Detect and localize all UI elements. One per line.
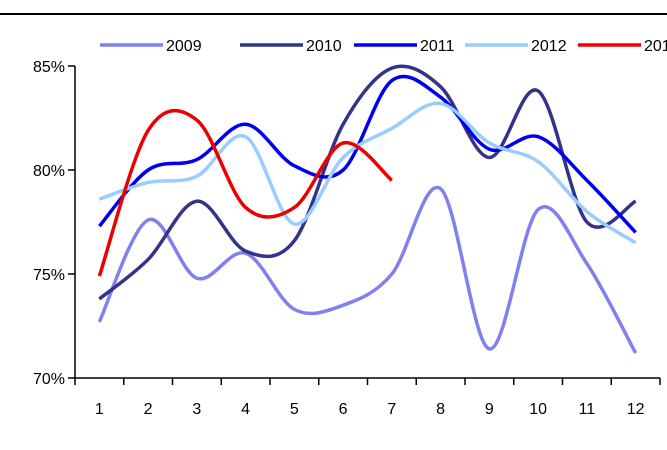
series-layer [97,64,638,354]
x-tick-label: 9 [485,401,494,418]
x-tick-label: 3 [192,401,201,418]
y-tick-label: 80% [33,163,65,180]
x-tick-label: 6 [339,401,348,418]
x-tick-label: 4 [241,401,250,418]
legend: 2009 2010 2011 2012 2013 [100,38,667,55]
series-line-2011 [98,74,637,234]
x-tick-label: 10 [529,401,547,418]
series-line-2009 [97,185,638,354]
series-line-2013 [97,108,394,277]
legend-label-2009: 2009 [166,38,202,55]
series-line-2010 [98,64,637,301]
y-tick-label: 70% [33,371,65,388]
legend-label-2011: 2011 [420,38,455,55]
x-tick-label: 8 [436,401,445,418]
legend-label-2010: 2010 [306,38,342,55]
series-line-2012 [98,101,637,245]
x-tick-label: 12 [627,401,645,418]
y-tick-label: 85% [33,59,65,76]
x-tick-label: 1 [95,401,104,418]
axes: 70%75%80%85%1 2 3 4 5 6 7 8 9 10 11 12 [33,59,661,418]
legend-label-2013: 2013 [644,38,667,55]
y-tick-label: 75% [33,267,65,284]
x-tick-label: 2 [144,401,153,418]
x-tick-label: 5 [290,401,299,418]
legend-label-2012: 2012 [531,38,567,55]
x-tick-label: 7 [387,401,396,418]
x-tick-label: 11 [579,401,596,418]
